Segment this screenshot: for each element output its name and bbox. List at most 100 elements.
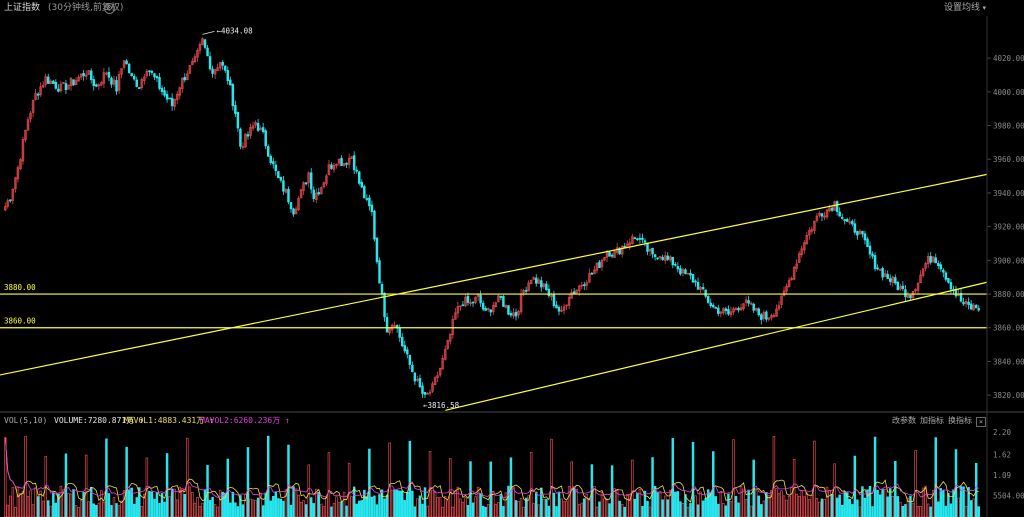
candle-body	[175, 93, 179, 101]
candle-body	[942, 269, 945, 273]
volume-bar	[309, 497, 313, 517]
volume-bar	[540, 487, 543, 517]
candle-body	[289, 202, 293, 210]
add-indicator-button[interactable]: 加指标	[920, 416, 944, 425]
candle-body	[709, 302, 712, 307]
candle-body	[514, 311, 518, 317]
switch-indicator-button[interactable]: 换指标	[948, 416, 972, 425]
volume-bar	[974, 462, 978, 517]
volume-bar	[492, 490, 495, 517]
candle-body	[105, 72, 108, 75]
candle-body	[11, 188, 15, 201]
volume-bar	[929, 506, 932, 517]
volume-bar	[360, 500, 364, 517]
candle-body	[636, 238, 639, 241]
volume-bar	[279, 498, 283, 517]
volume-axis: 2.20 1.62 1.09 5504.00	[993, 428, 1024, 501]
volume-bar	[881, 489, 884, 517]
candle-body	[373, 210, 376, 240]
ma-settings-button[interactable]: 设置均线	[943, 3, 980, 13]
volume-bar	[436, 496, 439, 517]
close-icon[interactable]: ×	[976, 417, 986, 427]
candle-body	[947, 278, 950, 283]
candle-body	[861, 230, 864, 235]
volume-bar	[163, 501, 166, 517]
candle-body	[69, 78, 73, 87]
change-params-button[interactable]: 改参数	[892, 416, 916, 425]
volume-bar	[170, 488, 174, 517]
volume-bar	[95, 504, 98, 517]
volume-bar	[441, 506, 444, 517]
candle-body	[681, 269, 685, 274]
trend-line[interactable]	[0, 173, 988, 376]
candle-body	[939, 264, 943, 270]
candle-body	[618, 247, 621, 255]
volume-bar	[906, 497, 910, 517]
candle-body	[6, 200, 10, 207]
volume-bar	[454, 490, 457, 517]
candle-body	[14, 177, 17, 190]
candle-body	[31, 99, 35, 113]
volume-bar	[772, 436, 776, 517]
candle-body	[906, 295, 910, 298]
volume-bar	[674, 491, 677, 517]
candle-body	[431, 383, 434, 392]
candle-body	[138, 87, 141, 89]
volume-bar	[810, 494, 814, 517]
candle-body	[299, 189, 303, 199]
candle-body	[876, 267, 879, 270]
volume-bar	[201, 502, 204, 517]
volume-bar	[54, 502, 58, 517]
volume-bar	[401, 490, 404, 517]
candle-body	[198, 44, 202, 51]
candle-body	[633, 237, 637, 240]
candle-body	[575, 289, 578, 294]
volume-bar	[110, 505, 113, 517]
volume-bar	[901, 505, 905, 517]
candle-body	[110, 77, 113, 85]
volume-bar	[148, 490, 151, 517]
candle-body	[234, 105, 237, 114]
volume-bar	[49, 505, 53, 517]
chart-title[interactable]: 上证指数	[4, 3, 41, 13]
candle-body	[590, 272, 594, 275]
volume-bar	[31, 504, 35, 517]
candle-body	[332, 165, 336, 170]
volume-bar	[886, 496, 889, 517]
candle-body	[689, 272, 692, 276]
candle-body	[34, 93, 37, 100]
chevron-down-icon[interactable]: ▾	[982, 4, 986, 12]
candle-body	[489, 309, 492, 313]
volume-bar	[229, 502, 232, 517]
volume-bar	[719, 491, 723, 517]
volume-bar	[322, 506, 326, 517]
trend-line[interactable]	[445, 281, 988, 411]
candle-body	[653, 254, 657, 258]
volume-bar	[699, 491, 702, 517]
volume-bar	[413, 506, 417, 517]
volume-bar	[355, 503, 358, 517]
candle-body	[840, 217, 844, 219]
candle-body	[805, 235, 809, 245]
volume-bar	[375, 504, 379, 517]
volume-bar	[916, 506, 920, 517]
candle-body	[830, 207, 834, 211]
candle-body	[820, 213, 824, 217]
candle-body	[881, 267, 884, 278]
volume-bar	[542, 499, 546, 517]
candle-body	[620, 246, 624, 255]
candle-body	[919, 274, 922, 284]
volume-header: VOL(5,10) VOLUME:7280.871万 ↑ MAVOL1:4883…	[0, 414, 1024, 428]
volume-bar	[249, 498, 252, 517]
volume-bar	[181, 487, 184, 517]
candle-body	[772, 315, 776, 317]
gear-icon[interactable]: ⚙	[104, 3, 115, 14]
volume-bar	[858, 506, 862, 517]
volume-bar	[878, 494, 882, 517]
candle-body	[178, 87, 181, 96]
volume-bar	[47, 500, 50, 517]
candle-body	[567, 297, 571, 306]
volume-indicator-label[interactable]: VOL(5,10)	[4, 416, 48, 425]
volume-bar	[330, 506, 333, 517]
